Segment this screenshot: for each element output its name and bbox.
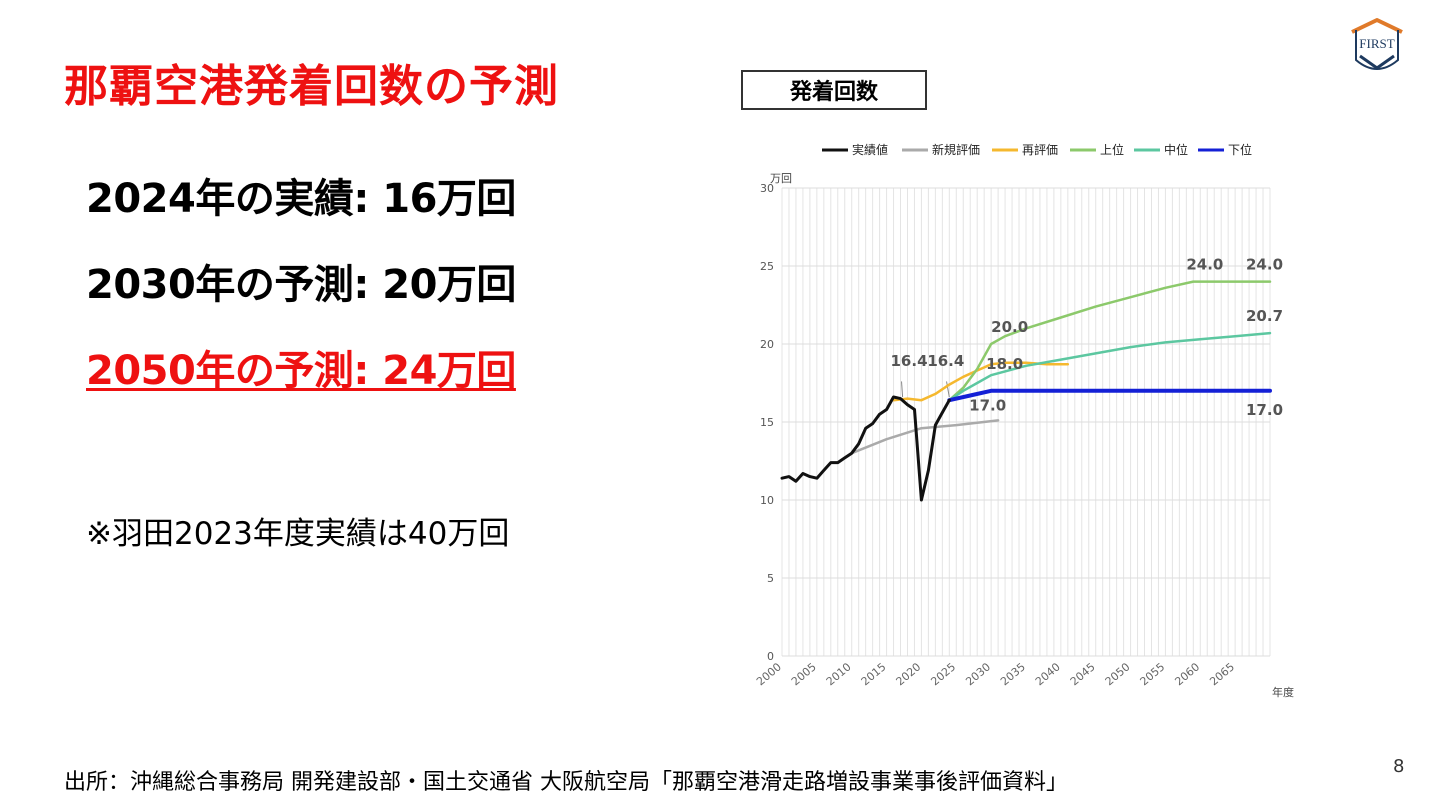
x-tick-label: 2025 bbox=[928, 660, 958, 688]
annotation-leader bbox=[901, 381, 904, 398]
series-line-2 bbox=[850, 419, 1000, 455]
legend-item: 実績値 bbox=[822, 142, 888, 157]
x-tick-label: 2050 bbox=[1103, 660, 1133, 688]
x-tick-label: 2030 bbox=[963, 660, 993, 688]
page-number: 8 bbox=[1393, 756, 1405, 777]
legend-item: 再評価 bbox=[992, 142, 1058, 157]
legend-item: 中位 bbox=[1134, 142, 1188, 157]
x-tick-label: 2005 bbox=[789, 660, 819, 688]
y-tick-label: 0 bbox=[767, 650, 774, 663]
data-label: 24.0 bbox=[1246, 256, 1283, 274]
chart-title: 発着回数 bbox=[789, 80, 878, 105]
x-tick-label: 2060 bbox=[1172, 660, 1202, 688]
legend-label: 上位 bbox=[1100, 142, 1124, 157]
series-line-1 bbox=[780, 395, 951, 502]
y-tick-label: 30 bbox=[760, 182, 774, 195]
legend-label: 中位 bbox=[1164, 142, 1188, 157]
x-tick-label: 2055 bbox=[1138, 660, 1168, 688]
stat-2030-forecast: 2030年の予測: 20万回 bbox=[86, 262, 516, 308]
x-tick-label: 2035 bbox=[998, 660, 1028, 688]
data-label: 20.7 bbox=[1246, 307, 1283, 325]
series-line-5 bbox=[948, 331, 1272, 402]
data-label: 16.4 bbox=[927, 352, 964, 370]
data-label: 20.0 bbox=[991, 318, 1028, 336]
legend-item: 新規評価 bbox=[902, 142, 980, 157]
legend-label: 下位 bbox=[1228, 142, 1252, 157]
y-tick-label: 15 bbox=[760, 416, 774, 429]
haneda-note: ※羽田2023年度実績は40万回 bbox=[86, 516, 510, 552]
stat-2024-actual: 2024年の実績: 16万回 bbox=[86, 176, 516, 222]
x-tick-label: 2015 bbox=[859, 660, 889, 688]
chart-title-box: 発着回数 bbox=[741, 70, 927, 110]
company-logo: FIRST bbox=[1351, 18, 1403, 70]
legend-label: 実績値 bbox=[852, 142, 888, 157]
annotation-leader bbox=[946, 381, 950, 398]
y-tick-label: 20 bbox=[760, 338, 774, 351]
x-tick-label: 2000 bbox=[754, 660, 784, 688]
data-label: 17.0 bbox=[969, 396, 1006, 414]
x-tick-label: 2065 bbox=[1207, 660, 1237, 688]
logo-text: FIRST bbox=[1359, 36, 1394, 51]
legend-item: 上位 bbox=[1070, 142, 1124, 157]
legend-item: 下位 bbox=[1198, 142, 1252, 157]
x-tick-label: 2040 bbox=[1033, 660, 1063, 688]
x-axis-label: 年度 bbox=[1272, 685, 1294, 699]
legend-label: 新規評価 bbox=[932, 142, 980, 157]
y-tick-label: 25 bbox=[760, 260, 774, 273]
y-axis-label: 万回 bbox=[770, 172, 792, 185]
x-tick-label: 2010 bbox=[824, 660, 854, 688]
series-line-4 bbox=[948, 280, 1272, 402]
data-label: 17.0 bbox=[1246, 401, 1283, 419]
data-label: 18.0 bbox=[986, 355, 1023, 373]
stat-2050-forecast: 2050年の予測: 24万回 bbox=[86, 348, 516, 394]
series-line-3 bbox=[892, 361, 1070, 402]
source-citation: 出所：沖縄総合事務局 開発建設部・国土交通省 大阪航空局「那覇空港滑走路増設事業… bbox=[64, 770, 1068, 795]
page-title: 那覇空港発着回数の予測 bbox=[64, 61, 559, 112]
x-tick-label: 2045 bbox=[1068, 660, 1098, 688]
data-label: 24.0 bbox=[1186, 256, 1223, 274]
data-label: 16.4 bbox=[891, 352, 928, 370]
x-tick-label: 2020 bbox=[894, 660, 924, 688]
legend-label: 再評価 bbox=[1022, 142, 1058, 157]
series-line-6 bbox=[947, 388, 1272, 403]
y-tick-label: 5 bbox=[767, 572, 774, 585]
y-tick-label: 10 bbox=[760, 494, 774, 507]
